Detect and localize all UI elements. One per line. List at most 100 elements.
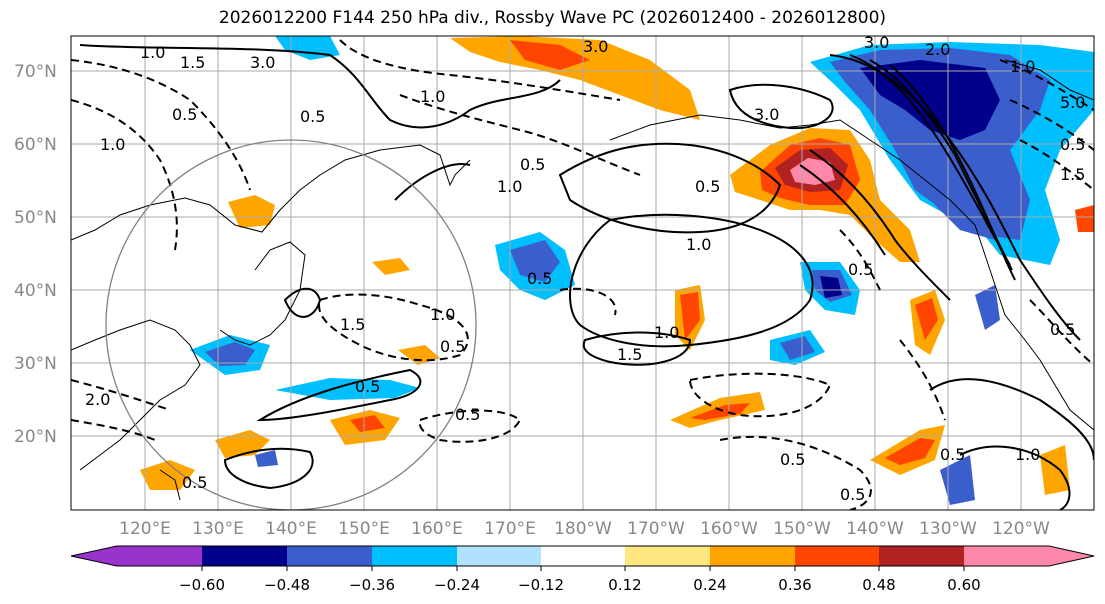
positive-shading-california-core [915, 298, 938, 340]
contour-label: 1.0 [686, 235, 711, 254]
contour-labels: 3.0 3.0 1.0 1.5 0.5 0.5 1.0 3.0 0.5 1.0 … [85, 33, 1085, 504]
lon-label: 170°W [627, 519, 685, 539]
contour-label: 0.5 [1050, 320, 1075, 339]
colorbar-extend-low [71, 546, 117, 566]
lon-label: 160°E [411, 519, 463, 539]
contour-label: 1.5 [1060, 165, 1085, 184]
positive-shading-sakhalin [228, 195, 275, 228]
contour-label: 0.5 [182, 473, 207, 492]
colorbar-extend-high [1049, 546, 1094, 566]
lon-label: 120°E [119, 519, 171, 539]
contour-label: 0.5 [172, 105, 197, 124]
positive-shading-central-north [372, 258, 410, 275]
colorbar-tick-label: 0.60 [947, 576, 980, 594]
map-content: 3.0 3.0 1.0 1.5 0.5 0.5 1.0 3.0 0.5 1.0 … [71, 33, 1094, 510]
positive-shading-gulf-mexico [1040, 445, 1070, 495]
negative-contours [71, 39, 1094, 510]
contour-label: 0.5 [455, 405, 480, 424]
lon-label: 150°W [773, 519, 831, 539]
contour-label: 1.0 [497, 177, 522, 196]
lon-label: 120°W [992, 519, 1050, 539]
lon-label: 140°E [265, 519, 317, 539]
negative-shading-ne-pacific-max [820, 276, 842, 298]
contour-label: 1.0 [654, 323, 679, 342]
contour-label: 0.5 [940, 445, 965, 464]
colorbar-tick-label: 0.24 [693, 576, 726, 594]
colorbar-swatch [710, 546, 795, 566]
longitude-labels: 120°E 130°E 140°E 150°E 160°E 170°E 180°… [119, 519, 1050, 539]
colorbar-swatch [625, 546, 710, 566]
contour-label: 1.0 [100, 135, 125, 154]
contour-label: 1.0 [140, 43, 165, 62]
contour-label: 0.5 [520, 155, 545, 174]
contour-label: 2.0 [85, 390, 110, 409]
contour-label: 1.0 [1010, 57, 1035, 76]
colorbar-tick-label: 0.36 [778, 576, 811, 594]
contour-label: 1.0 [420, 87, 445, 106]
lon-label: 130°E [192, 519, 244, 539]
colorbar-tick-label: −0.48 [264, 576, 310, 594]
contour-label: 2.0 [925, 40, 950, 59]
coastlines [71, 59, 1094, 501]
negative-shading-east-central-core [510, 240, 560, 282]
region-circle [105, 139, 477, 510]
positive-shading-mid-pacific-core [680, 292, 700, 340]
contour-label: 1.0 [430, 305, 455, 324]
positive-shading-subtropical-east-core [690, 403, 750, 420]
negative-shading-alaska-max [860, 60, 1000, 140]
positive-shading-east-edge [1075, 205, 1094, 232]
contour-label: 0.5 [848, 260, 873, 279]
negative-shading-california [975, 285, 1000, 330]
contour-label: 1.5 [180, 53, 205, 72]
lat-label: 30°N [14, 354, 57, 374]
contour-label: 1.5 [340, 315, 365, 334]
negative-shading-sw [255, 450, 278, 467]
contour-label: 0.5 [300, 107, 325, 126]
negative-shading-w-pacific [275, 378, 420, 400]
contour-label: 3.0 [583, 37, 608, 56]
colorbar-tick-label: −0.36 [349, 576, 395, 594]
lat-label: 40°N [14, 281, 57, 301]
lat-label: 50°N [14, 208, 57, 228]
lon-label: 130°W [919, 519, 977, 539]
contour-label: 1.5 [617, 345, 642, 364]
positive-shading-w-pacific-core [350, 415, 385, 432]
colorbar-tick-label: 0.12 [608, 576, 641, 594]
contour-label: 3.0 [864, 33, 889, 52]
colorbar-swatch [795, 546, 879, 566]
lon-label: 180°W [554, 519, 612, 539]
latitude-labels: 70°N 60°N 50°N 40°N 30°N 20°N [14, 62, 57, 447]
colorbar-tick-label: −0.60 [179, 576, 225, 594]
colorbar-swatch [117, 546, 202, 566]
lon-label: 170°E [484, 519, 536, 539]
contour-label: 5.0 [1060, 93, 1085, 112]
colorbar-swatch [457, 546, 541, 566]
lat-label: 60°N [14, 135, 57, 155]
colorbar-tick-label: −0.24 [434, 576, 480, 594]
negative-shading-east-core [780, 336, 815, 360]
contour-label: 0.5 [695, 177, 720, 196]
positive-contours [79, 44, 1094, 510]
positive-shading-bering [450, 36, 700, 120]
contour-label: 0.5 [355, 377, 380, 396]
positive-shading-bering-core [510, 40, 590, 70]
contour-label: 0.5 [1060, 135, 1085, 154]
colorbar-tick-label: −0.12 [518, 576, 564, 594]
divergence-shading [140, 36, 1094, 505]
colorbar-swatch [202, 546, 287, 566]
lon-label: 150°E [338, 519, 390, 539]
colorbar-swatch [964, 546, 1049, 566]
lat-label: 70°N [14, 62, 57, 82]
contour-label: 0.5 [840, 485, 865, 504]
map-title: 2026012200 F144 250 hPa div., Rossby Wav… [218, 8, 887, 28]
map-border [70, 35, 1095, 511]
contour-label: 1.0 [1015, 445, 1040, 464]
colorbar: −0.60 −0.48 −0.36 −0.24 −0.12 0.12 0.24 … [70, 545, 1095, 594]
colorbar-swatch [879, 546, 964, 566]
lon-label: 160°W [700, 519, 758, 539]
contour-label: 3.0 [754, 105, 779, 124]
colorbar-swatch [287, 546, 372, 566]
contour-label: 0.5 [527, 269, 552, 288]
contour-label: 0.5 [440, 337, 465, 356]
contour-label: 0.5 [780, 450, 805, 469]
